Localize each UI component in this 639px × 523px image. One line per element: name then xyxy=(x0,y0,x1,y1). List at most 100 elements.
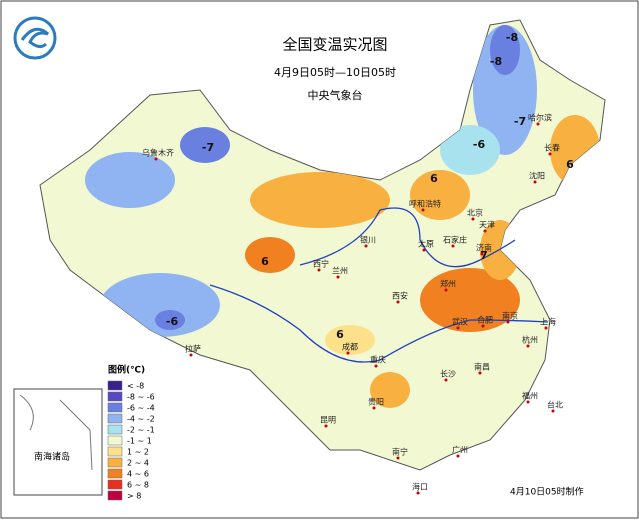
city-label: 哈尔滨 xyxy=(528,113,552,123)
city-label: 广州 xyxy=(452,445,468,455)
city-label: 南昌 xyxy=(474,362,490,372)
city-label: 北京 xyxy=(467,208,483,218)
legend-swatch xyxy=(107,424,123,435)
city-dot xyxy=(346,351,350,355)
subtitle: 4月9日05时—10日05时 xyxy=(274,66,396,79)
city-label: 福州 xyxy=(522,392,538,401)
contour-label: -7 xyxy=(514,115,526,128)
city-label: 乌鲁木齐 xyxy=(142,148,174,158)
city-label: 重庆 xyxy=(370,355,386,365)
legend-label: 6 ~ 8 xyxy=(127,481,149,490)
city-dot xyxy=(480,252,484,256)
legend-label: 4 ~ 6 xyxy=(127,470,149,479)
city-dot xyxy=(471,217,475,221)
city-label: 长春 xyxy=(544,143,560,153)
issuer: 中央气象台 xyxy=(308,88,363,102)
city-dot xyxy=(336,275,340,279)
logo xyxy=(13,16,57,60)
city-label: 长沙 xyxy=(440,369,456,379)
legend-swatch xyxy=(107,435,123,446)
city-dot xyxy=(456,326,460,330)
legend-swatch xyxy=(107,402,123,413)
legend-swatch xyxy=(107,468,123,479)
contour-label: 6 xyxy=(566,158,574,171)
city-label: 合肥 xyxy=(477,315,493,325)
legend-swatch xyxy=(107,391,123,402)
city-label: 太原 xyxy=(418,239,434,249)
city-dot xyxy=(416,491,420,495)
legend-label: > 8 xyxy=(127,492,141,501)
city-dot xyxy=(372,406,376,410)
city-label: 杭州 xyxy=(522,335,538,345)
legend-label: -8 ~ -6 xyxy=(127,393,155,402)
city-dot xyxy=(544,326,548,330)
city-dot xyxy=(189,353,193,357)
contour-label: -6 xyxy=(166,315,179,328)
city-label: 昆明 xyxy=(320,416,336,425)
contour-label: -6 xyxy=(473,138,486,151)
legend-label: < -8 xyxy=(127,382,144,391)
city-label: 台北 xyxy=(547,400,563,410)
city-dot xyxy=(481,324,485,328)
city-dot xyxy=(451,244,455,248)
city-dot xyxy=(548,152,552,156)
legend-label: -1 ~ 1 xyxy=(127,437,152,446)
legend-swatch xyxy=(107,490,123,501)
city-dot xyxy=(364,244,368,248)
city-dot xyxy=(526,344,530,348)
contour-label: 7 xyxy=(480,249,488,262)
rivers xyxy=(209,207,549,363)
city-label: 郑州 xyxy=(440,279,456,289)
city-label: 武汉 xyxy=(452,317,468,327)
city-dot xyxy=(536,122,540,126)
legend-label: 1 ~ 2 xyxy=(127,448,149,457)
contour-label: 6 xyxy=(261,255,269,268)
city-label: 成都 xyxy=(342,342,358,352)
city-label: 贵阳 xyxy=(368,397,384,407)
city-label: 呼和浩特 xyxy=(409,199,441,209)
city-dot xyxy=(324,424,328,428)
city-label: 银川 xyxy=(360,235,376,245)
city-dot xyxy=(317,268,321,272)
title: 全国变温实况图 xyxy=(282,36,387,54)
contour-label: -8 xyxy=(506,31,518,44)
city-label: 西宁 xyxy=(313,259,329,269)
footer: 4月10日05时制作 xyxy=(510,486,584,498)
city-dot xyxy=(478,371,482,375)
city-label: 海口 xyxy=(412,482,428,492)
legend-label: -2 ~ -1 xyxy=(127,426,155,435)
legend-swatch xyxy=(107,380,123,391)
city-label: 济南 xyxy=(476,243,492,253)
legend-swatch xyxy=(107,479,123,490)
city-label: 兰州 xyxy=(332,266,348,276)
legend-label: -6 ~ -4 xyxy=(127,404,155,413)
city-label: 南宁 xyxy=(392,447,408,457)
city-dot xyxy=(506,320,510,324)
city-dot xyxy=(374,364,378,368)
contour-label: -7 xyxy=(202,141,214,154)
contour-label: 6 xyxy=(336,328,344,341)
city-label: 上海 xyxy=(540,317,556,327)
city-dot xyxy=(396,456,400,460)
legend-label: -4 ~ -2 xyxy=(127,415,155,424)
legend-swatch xyxy=(107,413,123,424)
legend-title: 图例(℃) xyxy=(108,364,145,376)
city-label: 石家庄 xyxy=(443,235,467,245)
city-dot xyxy=(483,229,487,233)
city-dot xyxy=(444,288,448,292)
legend-label: 2 ~ 4 xyxy=(127,459,149,468)
legend-swatch xyxy=(107,457,123,468)
city-dot xyxy=(422,248,426,252)
city-dot xyxy=(396,300,400,304)
contour-label: -8 xyxy=(490,55,502,68)
city-label: 西安 xyxy=(392,291,408,301)
contour-label: 6 xyxy=(430,172,438,185)
city-dot xyxy=(444,378,448,382)
city-dot xyxy=(154,157,158,161)
city-dot xyxy=(456,454,460,458)
city-label: 拉萨 xyxy=(185,344,201,354)
city-dot xyxy=(526,400,530,404)
city-label: 天津 xyxy=(479,220,495,230)
city-dot xyxy=(421,208,425,212)
